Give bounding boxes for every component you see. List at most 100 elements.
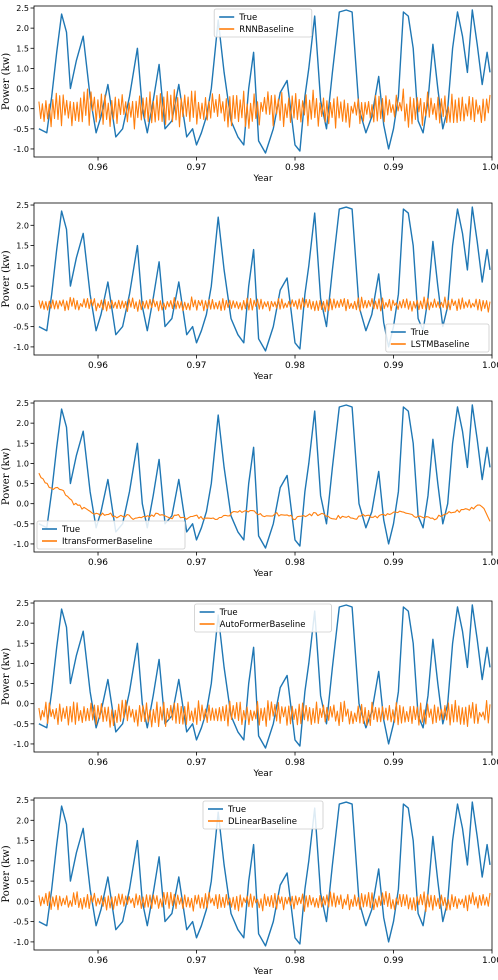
y-tick-label: 0.5 bbox=[16, 85, 29, 94]
y-axis-label: Power (kw) bbox=[1, 845, 12, 902]
legend-label-baseline: AutoFormerBaseline bbox=[220, 620, 306, 630]
legend: True ItransFormerBaseline bbox=[36, 520, 186, 550]
y-tick-label: 0.0 bbox=[16, 500, 29, 509]
y-tick-label: 1.0 bbox=[16, 659, 29, 668]
axes-frame bbox=[33, 5, 493, 158]
y-tick-label: 2.5 bbox=[16, 201, 29, 210]
legend: True DLinearBaseline bbox=[202, 800, 324, 830]
y-tick-label: 2.0 bbox=[16, 419, 29, 428]
true-series-line bbox=[38, 604, 491, 749]
y-tick-label: 0.0 bbox=[16, 700, 29, 709]
y-tick-label: 2.5 bbox=[16, 399, 29, 408]
y-tick-label: 2.5 bbox=[16, 599, 29, 608]
x-tick-label: 0.97 bbox=[186, 163, 206, 173]
baseline-series-line bbox=[38, 699, 491, 728]
chart-panel-2: 0.96 0.97 0.98 0.99 1.00 -1.0 -0.5 0.0 0.5 1.0 1.5… bbox=[1, 201, 498, 382]
x-tick-label: 0.96 bbox=[88, 163, 108, 173]
baseline-series-line bbox=[38, 472, 491, 522]
y-tick-label: 0.0 bbox=[16, 302, 29, 311]
axes-frame bbox=[33, 202, 493, 356]
x-tick-label: 1.00 bbox=[482, 163, 498, 173]
y-tick-label: 1.5 bbox=[16, 439, 29, 448]
x-tick-label: 0.99 bbox=[383, 361, 403, 371]
x-tick-label: 0.97 bbox=[186, 558, 206, 568]
y-tick-label: -1.0 bbox=[13, 343, 29, 352]
y-tick-label: 1.5 bbox=[16, 44, 29, 53]
legend-box bbox=[385, 323, 490, 353]
y-tick-label: -0.5 bbox=[13, 323, 29, 332]
x-tick-label: 0.97 bbox=[186, 758, 206, 768]
y-tick-label: 0.5 bbox=[16, 680, 29, 689]
legend-box bbox=[202, 800, 324, 830]
x-tick-label: 1.00 bbox=[482, 758, 498, 768]
x-tick-label: 0.99 bbox=[383, 758, 403, 768]
y-tick-label: 1.0 bbox=[16, 64, 29, 73]
y-axis-label: Power (kw) bbox=[1, 648, 12, 705]
y-tick-label: 0.5 bbox=[16, 282, 29, 291]
x-axis-label: Year bbox=[252, 372, 272, 382]
y-tick-label: -0.5 bbox=[13, 520, 29, 529]
y-axis-label: Power (kw) bbox=[1, 250, 12, 307]
x-tick-label: 1.00 bbox=[482, 361, 498, 371]
y-tick-label: -1.0 bbox=[13, 540, 29, 549]
x-tick-label: 0.98 bbox=[285, 163, 305, 173]
legend-label-true: True bbox=[410, 328, 429, 338]
legend-label-true: True bbox=[227, 805, 246, 815]
y-tick-label: 0.5 bbox=[16, 480, 29, 489]
legend-label-baseline: LSTMBaseline bbox=[411, 340, 470, 350]
legend-label-baseline: ItransFormerBaseline bbox=[62, 537, 153, 547]
y-axis-label: Power (kw) bbox=[1, 53, 12, 110]
y-tick-label: -0.5 bbox=[13, 125, 29, 134]
x-tick-label: 0.99 bbox=[383, 956, 403, 966]
x-tick-label: 1.00 bbox=[482, 558, 498, 568]
baseline-series-line bbox=[38, 296, 491, 313]
x-tick-label: 0.96 bbox=[88, 558, 108, 568]
x-tick-label: 0.99 bbox=[383, 163, 403, 173]
x-tick-label: 0.96 bbox=[88, 758, 108, 768]
legend-label-true: True bbox=[61, 525, 80, 535]
axes-frame bbox=[33, 797, 493, 951]
axes-frame bbox=[33, 400, 493, 553]
x-tick-label: 0.98 bbox=[285, 956, 305, 966]
x-tick-label: 0.99 bbox=[383, 558, 403, 568]
y-tick-label: 0.0 bbox=[16, 897, 29, 906]
chart-panel-4: 0.96 0.97 0.98 0.99 1.00 -1.0 -0.5 0.0 0.5 1.0 1.5… bbox=[1, 599, 498, 779]
x-tick-label: 0.97 bbox=[186, 361, 206, 371]
baseline-series-line bbox=[38, 890, 491, 913]
y-tick-label: 2.0 bbox=[16, 221, 29, 230]
x-tick-label: 0.96 bbox=[88, 361, 108, 371]
legend-box bbox=[36, 520, 186, 550]
y-tick-label: -0.5 bbox=[13, 918, 29, 927]
x-axis-label: Year bbox=[252, 769, 272, 779]
chart-panel-1: 0.96 0.97 0.98 0.99 1.00 -1.0 -0.5 0.0 0.5 1.0 1.5… bbox=[1, 4, 498, 184]
y-tick-label: -0.5 bbox=[13, 720, 29, 729]
legend: True LSTMBaseline bbox=[385, 323, 490, 353]
y-tick-label: 1.5 bbox=[16, 242, 29, 251]
x-tick-label: 0.98 bbox=[285, 361, 305, 371]
x-tick-label: 0.98 bbox=[285, 558, 305, 568]
x-axis-label: Year bbox=[252, 967, 272, 975]
y-tick-label: 1.5 bbox=[16, 837, 29, 846]
y-tick-label: 0.0 bbox=[16, 105, 29, 114]
legend-label-true: True bbox=[238, 13, 257, 23]
y-axis-label: Power (kw) bbox=[1, 448, 12, 505]
y-tick-label: 2.5 bbox=[16, 796, 29, 805]
y-tick-label: 1.0 bbox=[16, 459, 29, 468]
legend-label-baseline: RNNBaseline bbox=[239, 25, 294, 35]
x-tick-label: 1.00 bbox=[482, 956, 498, 966]
y-tick-label: 2.0 bbox=[16, 24, 29, 33]
x-tick-label: 0.97 bbox=[186, 956, 206, 966]
x-tick-label: 0.96 bbox=[88, 956, 108, 966]
y-tick-label: -1.0 bbox=[13, 938, 29, 947]
x-tick-label: 0.98 bbox=[285, 758, 305, 768]
y-tick-label: 1.5 bbox=[16, 639, 29, 648]
y-tick-label: 2.0 bbox=[16, 619, 29, 628]
y-tick-label: 1.0 bbox=[16, 262, 29, 271]
legend: True RNNBaseline bbox=[213, 8, 313, 38]
legend-box bbox=[213, 8, 313, 38]
y-tick-label: 0.5 bbox=[16, 877, 29, 886]
y-tick-label: 2.0 bbox=[16, 816, 29, 825]
legend: True AutoFormerBaseline bbox=[194, 603, 332, 633]
